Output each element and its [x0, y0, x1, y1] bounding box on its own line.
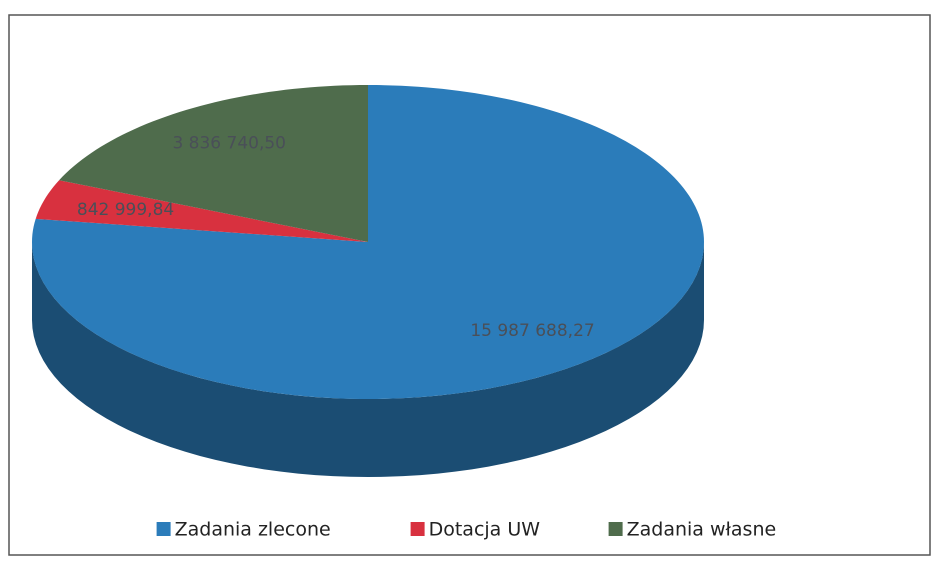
- data-label: 15 987 688,27: [470, 321, 594, 341]
- legend-swatch: [156, 522, 171, 536]
- pie-slice: [32, 85, 704, 399]
- legend-label: Dotacja UW: [429, 519, 541, 541]
- pie-slice: [35, 180, 368, 242]
- data-label: 842 999,84: [77, 200, 174, 220]
- legend-swatch: [608, 522, 623, 536]
- legend-label: Zadania zlecone: [175, 519, 331, 541]
- legend-swatch: [410, 522, 425, 536]
- data-label: 3 836 740,50: [172, 134, 286, 154]
- pie-slice-side: [32, 242, 704, 477]
- legend-label: Zadania własne: [627, 519, 777, 541]
- pie-slice: [59, 85, 369, 242]
